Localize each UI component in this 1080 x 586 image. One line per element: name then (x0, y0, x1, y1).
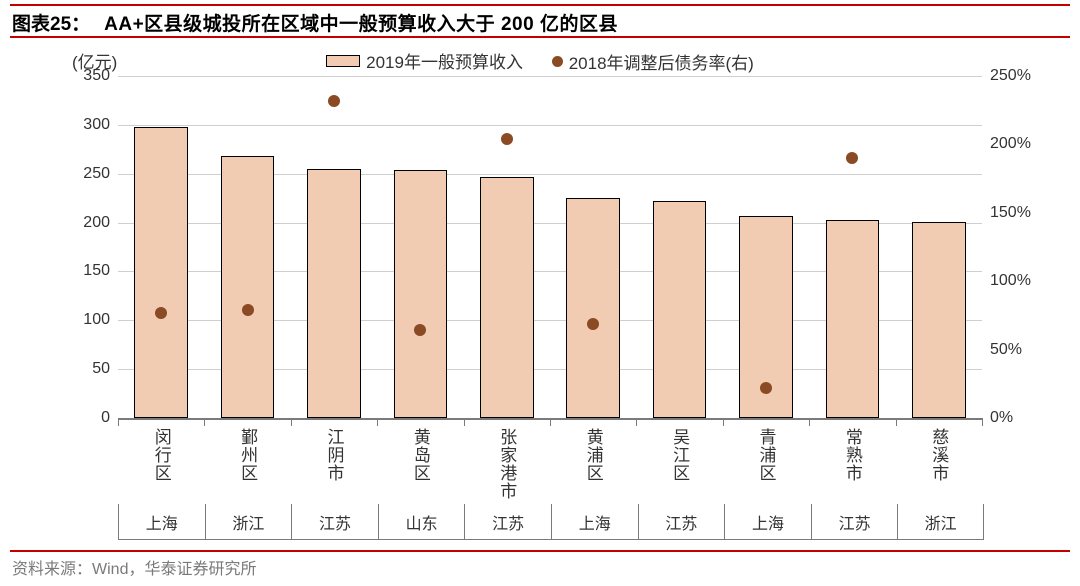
title-row: 图表25： AA+区县级城投所在区域中一般预算收入大于 200 亿的区县 (12, 9, 1068, 36)
dot (328, 95, 340, 107)
x-category: 黄浦区 (581, 428, 606, 540)
x-category: 常熟市 (840, 428, 865, 540)
bar (653, 201, 707, 418)
y1-tick-label: 200 (60, 214, 110, 232)
x-tick (982, 418, 983, 426)
title-underline (10, 36, 1070, 38)
district-label: 闵行区 (149, 428, 174, 500)
x-tick (809, 418, 810, 426)
bar (480, 177, 534, 418)
y1-tick-label: 50 (60, 360, 110, 378)
district-label: 青浦区 (754, 428, 779, 500)
y2-tick-label: 250% (990, 67, 1046, 85)
title-text: AA+区县级城投所在区域中一般预算收入大于 200 亿的区县 (104, 9, 618, 36)
bar (221, 156, 275, 418)
x-category: 吴江区 (667, 428, 692, 540)
bar (566, 198, 620, 418)
source-row: 资料来源： Wind，华泰证券研究所 (12, 555, 256, 579)
bar (912, 222, 966, 418)
title-prefix: 图表25： (12, 9, 90, 36)
x-category: 青浦区 (754, 428, 779, 540)
dot (760, 382, 772, 394)
gridline (118, 76, 982, 77)
y1-tick-label: 0 (60, 409, 110, 427)
axis-labels: 上海浙江江苏山东江苏上海江苏上海江苏浙江 闵行区鄞州区江阴市黄岛区张家港市黄浦区… (118, 428, 982, 540)
x-tick (118, 418, 119, 426)
legend-bar: 2019年一般预算收入 (326, 48, 523, 73)
legend-bar-label: 2019年一般预算收入 (366, 48, 523, 73)
bar (307, 169, 361, 418)
district-label: 鄞州区 (235, 428, 260, 500)
plot: 0501001502002503003500%50%100%150%200%25… (118, 76, 982, 420)
x-category: 鄞州区 (235, 428, 260, 540)
figure-frame: 图表25： AA+区县级城投所在区域中一般预算收入大于 200 亿的区县 (亿元… (0, 0, 1080, 586)
bar (134, 127, 188, 418)
x-tick (550, 418, 551, 426)
x-tick (636, 418, 637, 426)
x-tick (204, 418, 205, 426)
dot-swatch (552, 56, 563, 67)
district-label: 黄浦区 (581, 428, 606, 500)
y2-tick-label: 0% (990, 409, 1046, 427)
x-category: 闵行区 (149, 428, 174, 540)
bar-swatch (326, 55, 360, 67)
y2-tick-label: 100% (990, 272, 1046, 290)
legend-dot: 2018年调整后债务率(右) (552, 49, 754, 74)
chart-area: (亿元) 2019年一般预算收入 2018年调整后债务率(右) 05010015… (30, 48, 1050, 540)
dot (155, 307, 167, 319)
top-rule (10, 4, 1070, 6)
x-category: 黄岛区 (408, 428, 433, 540)
dot (846, 152, 858, 164)
x-tick (464, 418, 465, 426)
y2-tick-label: 200% (990, 135, 1046, 153)
dot (587, 318, 599, 330)
y1-tick-label: 250 (60, 165, 110, 183)
x-tick (723, 418, 724, 426)
x-category: 江阴市 (322, 428, 347, 540)
bar (826, 220, 880, 418)
dot (242, 304, 254, 316)
dot (501, 133, 513, 145)
district-label: 张家港市 (494, 428, 519, 500)
bar (394, 170, 448, 418)
x-tick (896, 418, 897, 426)
x-category: 慈溪市 (926, 428, 951, 540)
district-label: 江阴市 (322, 428, 347, 500)
y2-tick-label: 50% (990, 341, 1046, 359)
source-label: 资料来源： (12, 555, 92, 579)
dot (414, 324, 426, 336)
y1-tick-label: 150 (60, 262, 110, 280)
x-category: 张家港市 (494, 428, 519, 540)
gridline (118, 125, 982, 126)
district-label: 黄岛区 (408, 428, 433, 500)
y1-tick-label: 100 (60, 311, 110, 329)
y2-tick-label: 150% (990, 204, 1046, 222)
legend-dot-label: 2018年调整后债务率(右) (569, 49, 754, 74)
district-label: 常熟市 (840, 428, 865, 500)
source-value: Wind，华泰证券研究所 (92, 555, 256, 579)
district-label: 慈溪市 (926, 428, 951, 500)
district-label: 吴江区 (667, 428, 692, 500)
x-tick (291, 418, 292, 426)
x-tick (377, 418, 378, 426)
bottom-rule (10, 550, 1070, 552)
legend: 2019年一般预算收入 2018年调整后债务率(右) (30, 48, 1050, 74)
y1-tick-label: 350 (60, 67, 110, 85)
y1-tick-label: 300 (60, 116, 110, 134)
